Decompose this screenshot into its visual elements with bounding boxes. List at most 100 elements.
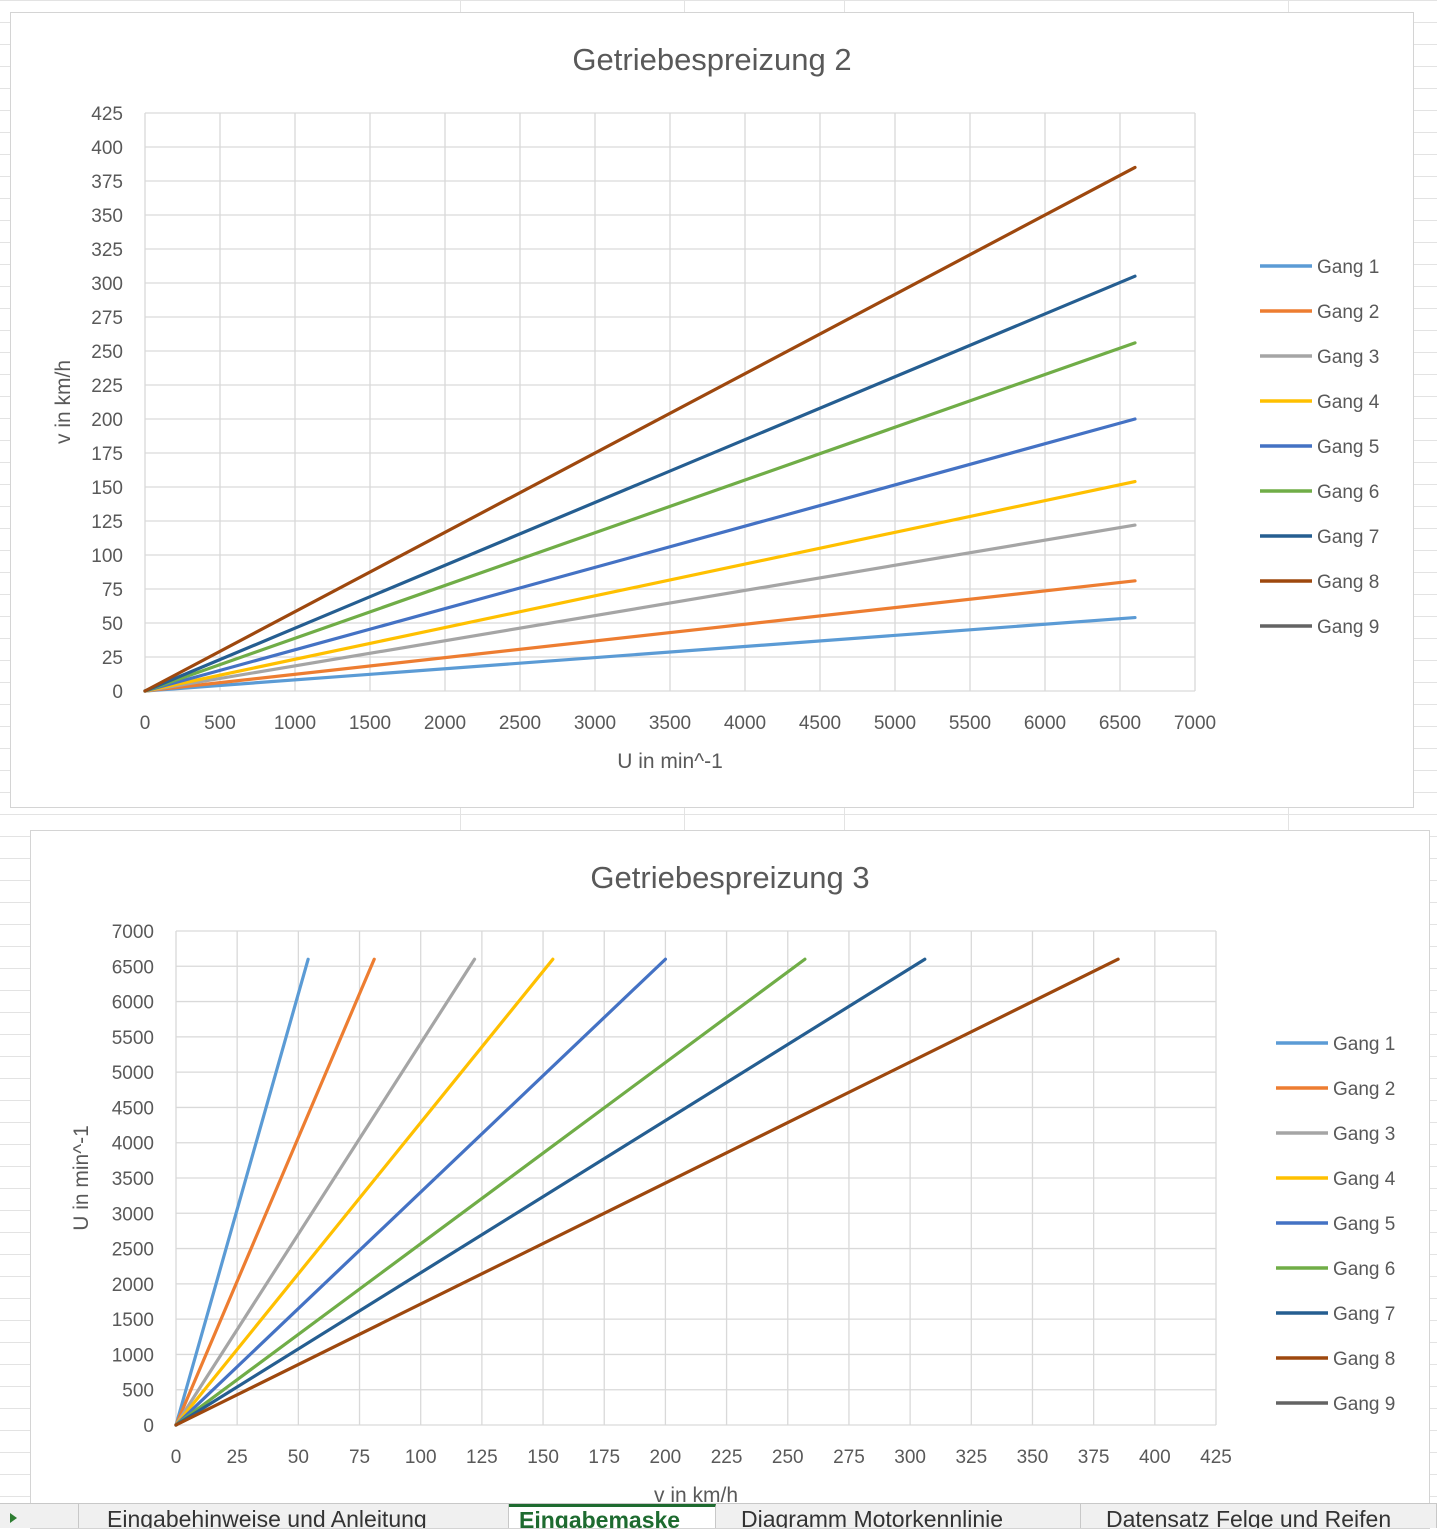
x-tick-label: 125 — [466, 1447, 498, 1468]
y-tick-label: 3500 — [112, 1169, 154, 1190]
chart-title: Getriebespreizung 3 — [590, 860, 869, 895]
series-line-gang-8 — [174, 957, 1120, 1427]
series-line-gang-2 — [143, 579, 1137, 693]
y-tick-label: 6500 — [112, 957, 154, 978]
y-tick-label: 1000 — [112, 1345, 154, 1366]
series-line-gang-7 — [174, 957, 927, 1427]
x-tick-label: 200 — [650, 1447, 682, 1468]
y-tick-label: 400 — [91, 138, 123, 159]
legend-label: Gang 4 — [1333, 1169, 1396, 1190]
sheet-scroll-button[interactable] — [0, 1504, 79, 1528]
y-tick-label: 5500 — [112, 1028, 154, 1049]
x-tick-label: 5000 — [874, 713, 916, 734]
y-tick-label: 6000 — [112, 993, 154, 1014]
legend-label: Gang 7 — [1333, 1304, 1395, 1325]
play-arrow-icon — [10, 1513, 17, 1523]
x-tick-label: 325 — [955, 1447, 987, 1468]
series-line-gang-3 — [174, 957, 477, 1427]
sheet-tab-diagramm-motorkennlinie[interactable]: Diagramm Motorkennlinie — [716, 1504, 1081, 1528]
x-tick-label: 0 — [171, 1447, 182, 1468]
x-tick-label: 375 — [1078, 1447, 1110, 1468]
chart-svg: Getriebespreizung 20 500 1000 1500 2000 2500 3… — [52, 42, 1380, 773]
x-tick-label: 5500 — [949, 713, 991, 734]
legend-label: Gang 5 — [1333, 1214, 1395, 1235]
series-line-gang-6 — [174, 957, 807, 1427]
y-tick-label: 275 — [91, 308, 123, 329]
x-tick-label: 350 — [1017, 1447, 1049, 1468]
x-tick-label: 50 — [288, 1447, 309, 1468]
x-tick-label: 6500 — [1099, 713, 1141, 734]
y-tick-label: 300 — [91, 274, 123, 295]
x-tick-label: 175 — [588, 1447, 620, 1468]
x-tick-label: 100 — [405, 1447, 437, 1468]
y-tick-label: 250 — [91, 342, 123, 363]
legend-label: Gang 9 — [1333, 1394, 1395, 1415]
x-tick-label: 225 — [711, 1447, 743, 1468]
x-tick-label: 4500 — [799, 713, 841, 734]
y-tick-label: 375 — [91, 172, 123, 193]
legend-label: Gang 3 — [1333, 1124, 1395, 1145]
chart-title: Getriebespreizung 2 — [572, 42, 851, 77]
x-axis-label: v in km/h — [654, 1484, 738, 1507]
x-tick-label: 400 — [1139, 1447, 1171, 1468]
series-line-gang-8 — [143, 165, 1137, 693]
x-tick-label: 150 — [527, 1447, 559, 1468]
y-tick-label: 200 — [91, 410, 123, 431]
series-line-gang-1 — [174, 957, 310, 1427]
x-tick-label: 7000 — [1174, 713, 1216, 734]
x-axis-label: U in min^-1 — [617, 750, 723, 773]
y-tick-label: 1500 — [112, 1310, 154, 1331]
series-line-gang-7 — [143, 274, 1137, 693]
x-tick-label: 25 — [227, 1447, 248, 1468]
series-line-gang-6 — [143, 341, 1137, 693]
x-tick-label: 3500 — [649, 713, 691, 734]
legend-label: Gang 6 — [1317, 482, 1379, 503]
sheet-tab-bar: Eingabehinweise und Anleitung Eingabemas… — [0, 1503, 1437, 1528]
y-tick-label: 50 — [102, 614, 123, 635]
sheet-tab-eingabemaske[interactable]: Eingabemaske — [509, 1504, 716, 1528]
sheet-tab-datensatz-felge[interactable]: Datensatz Felge und Reifen — [1081, 1504, 1437, 1528]
y-tick-label: 3000 — [112, 1204, 154, 1225]
x-tick-label: 250 — [772, 1447, 804, 1468]
series-line-gang-1 — [143, 615, 1137, 693]
legend-label: Gang 2 — [1333, 1079, 1395, 1100]
series-line-gang-4 — [143, 479, 1137, 693]
y-tick-label: 150 — [91, 478, 123, 499]
y-tick-label: 0 — [143, 1416, 154, 1437]
y-tick-label: 4500 — [112, 1098, 154, 1119]
x-tick-label: 6000 — [1024, 713, 1066, 734]
x-tick-label: 425 — [1200, 1447, 1232, 1468]
series-line-gang-3 — [143, 523, 1137, 693]
legend-label: Gang 8 — [1317, 572, 1379, 593]
legend-label: Gang 1 — [1333, 1034, 1395, 1055]
x-tick-label: 2000 — [424, 713, 466, 734]
chart-getriebespreizung-3[interactable]: Getriebespreizung 3 0 25 50 75 100 125 150 175 20… — [30, 830, 1430, 1529]
x-tick-label: 300 — [894, 1447, 926, 1468]
legend-label: Gang 3 — [1317, 347, 1379, 368]
legend-label: Gang 2 — [1317, 302, 1379, 323]
y-tick-label: 2000 — [112, 1275, 154, 1296]
y-tick-label: 100 — [91, 546, 123, 567]
y-tick-label: 0 — [112, 682, 123, 703]
legend-label: Gang 1 — [1317, 257, 1379, 278]
y-tick-label: 75 — [102, 580, 123, 601]
series-line-gang-5 — [143, 417, 1137, 693]
legend-label: Gang 8 — [1333, 1349, 1395, 1370]
x-tick-label: 3000 — [574, 713, 616, 734]
y-tick-label: 5000 — [112, 1063, 154, 1084]
x-tick-label: 4000 — [724, 713, 766, 734]
y-tick-label: 7000 — [112, 922, 154, 943]
y-tick-label: 425 — [91, 104, 123, 125]
chart-svg: Getriebespreizung 3 0 25 50 75 100 125 150 175 20… — [70, 860, 1396, 1507]
series-line-gang-5 — [174, 957, 668, 1427]
sheet-tab-eingabehinweise[interactable]: Eingabehinweise und Anleitung — [79, 1504, 509, 1528]
x-tick-label: 2500 — [499, 713, 541, 734]
y-tick-label: 225 — [91, 376, 123, 397]
x-tick-label: 500 — [204, 713, 236, 734]
x-tick-label: 1000 — [274, 713, 316, 734]
y-tick-label: 125 — [91, 512, 123, 533]
chart-getriebespreizung-2[interactable]: Getriebespreizung 2 0 500 1000 1500 2000 2500 3… — [10, 12, 1414, 808]
y-tick-label: 4000 — [112, 1134, 154, 1155]
x-tick-label: 75 — [349, 1447, 370, 1468]
series-line-gang-4 — [174, 957, 555, 1427]
